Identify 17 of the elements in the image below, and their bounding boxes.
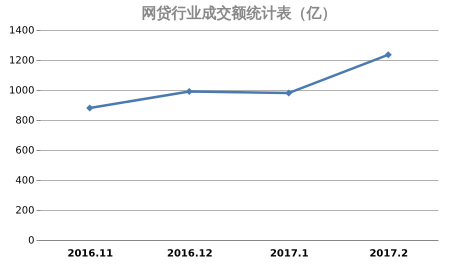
x-tick-label: 2017.2 <box>369 248 408 260</box>
point <box>86 104 94 112</box>
y-tick-label: 200 <box>15 206 34 216</box>
x-tick-label: 2016.11 <box>67 248 114 260</box>
x-tick-label: 2017.1 <box>270 248 309 260</box>
y-tick-label: 600 <box>15 146 34 156</box>
x-tick-label: 2016.12 <box>166 248 213 260</box>
y-tick-label: 0 <box>28 236 34 246</box>
y-tick-label: 400 <box>15 176 34 186</box>
y-tick-label: 1000 <box>9 86 34 96</box>
y-tick-label: 1400 <box>9 26 34 36</box>
y-tick-label: 800 <box>15 116 34 126</box>
point <box>186 88 193 96</box>
point <box>384 51 392 58</box>
point <box>285 89 292 97</box>
y-tick-label: 1200 <box>9 56 34 66</box>
chart-title: 网贷行业成交额统计表（亿） <box>142 4 336 22</box>
